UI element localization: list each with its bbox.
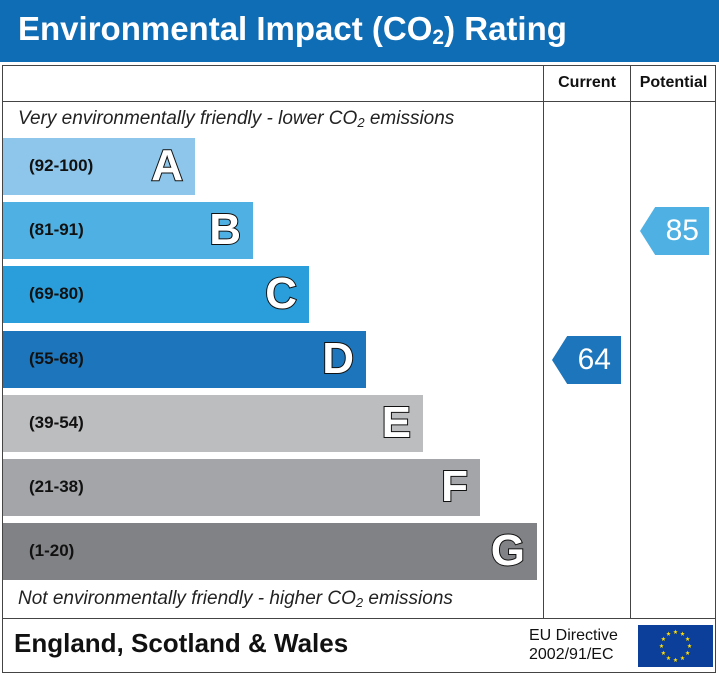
- region-label: England, Scotland & Wales: [14, 628, 349, 658]
- flag-star: [659, 643, 664, 648]
- current-column-divider: [543, 65, 544, 618]
- band-letter: G: [490, 525, 526, 576]
- flag-star: [673, 629, 678, 634]
- band-b: (81-91) B: [3, 202, 253, 259]
- flag-star: [666, 655, 671, 661]
- flag-star: [661, 650, 666, 655]
- band-range-label: (39-54): [29, 413, 84, 432]
- band-range-label: (81-91): [29, 220, 84, 239]
- flag-star: [661, 636, 666, 641]
- band-letter: A: [150, 140, 184, 191]
- band-e: (39-54) E: [3, 395, 423, 452]
- band-d: (55-68) D: [3, 331, 366, 388]
- current-rating-arrow: 64: [552, 336, 621, 384]
- top-note: Very environmentally friendly - lower CO…: [18, 108, 455, 130]
- chart-title: Environmental Impact (CO2) Rating: [18, 10, 567, 49]
- band-g: (1-20) G: [3, 523, 537, 580]
- band-f: (21-38) F: [3, 459, 480, 516]
- band-range-label: (1-20): [29, 541, 75, 560]
- potential-column-header: Potential: [639, 74, 708, 91]
- band-range-label: (55-68): [29, 349, 84, 368]
- potential-rating-arrow: 85: [640, 207, 709, 255]
- band-letter: C: [264, 268, 298, 319]
- flag-star: [666, 631, 671, 636]
- band-range-label: (21-38): [29, 477, 84, 496]
- flag-star: [687, 643, 692, 648]
- eu-flag-icon: [638, 625, 713, 667]
- band-letter: F: [440, 461, 469, 512]
- footer-divider: [2, 618, 716, 619]
- flag-star: [680, 655, 685, 661]
- band-letter: B: [208, 204, 242, 255]
- rating-frame: [2, 65, 716, 673]
- flag-star: [680, 631, 685, 636]
- band-range-label: (69-80): [29, 284, 84, 303]
- band-c: (69-80) C: [3, 266, 309, 323]
- flag-star: [685, 636, 690, 641]
- current-column-header: Current: [558, 74, 616, 91]
- title-bar: Environmental Impact (CO2) Rating: [0, 0, 719, 62]
- potential-column-divider: [630, 65, 631, 618]
- band-a: (92-100) A: [3, 138, 195, 195]
- flag-star: [673, 657, 678, 662]
- band-letter: D: [321, 333, 355, 384]
- header-divider: [2, 101, 716, 102]
- band-letter: E: [381, 397, 412, 448]
- bottom-note: Not environmentally friendly - higher CO…: [18, 588, 453, 610]
- flag-star: [685, 650, 690, 655]
- eu-directive-label: EU Directive 2002/91/EC: [529, 627, 618, 663]
- band-range-label: (92-100): [29, 156, 94, 175]
